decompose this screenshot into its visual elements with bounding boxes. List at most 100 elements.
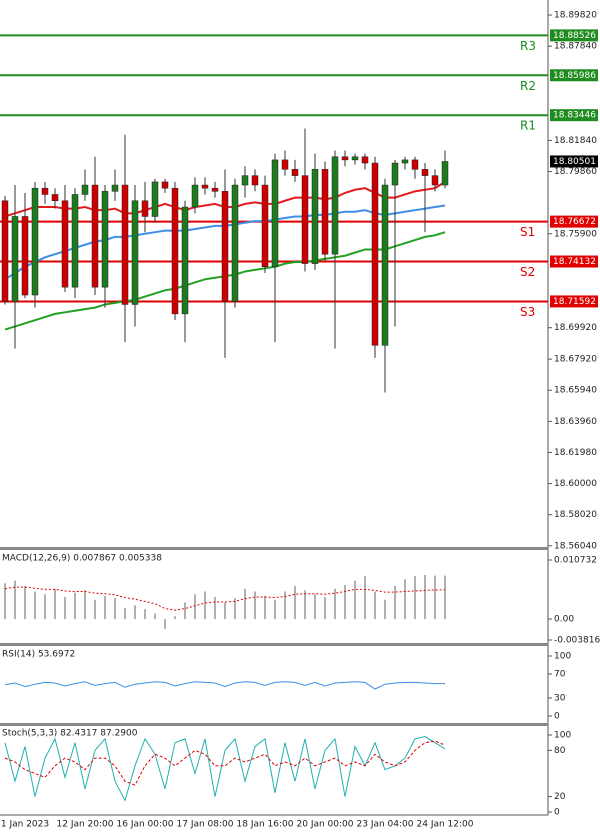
separator xyxy=(0,547,548,550)
x-tick-label: 23 Jan 04:00 xyxy=(357,820,414,830)
y-tick-label: 18.87840 xyxy=(554,42,597,52)
candle-body xyxy=(51,194,59,202)
y-tick-label: 80 xyxy=(554,746,566,756)
y-tick-label: 100 xyxy=(554,652,571,662)
price-label: 18.71592 xyxy=(553,297,596,307)
price-label: 18.76672 xyxy=(553,217,596,227)
price-box xyxy=(550,215,598,228)
candle-body xyxy=(221,191,229,302)
candle-body xyxy=(181,206,189,315)
separator xyxy=(0,723,548,726)
candle-body xyxy=(301,175,309,264)
y-tick-label: 18.79860 xyxy=(554,167,597,177)
x-tick-label: 16 Jan 00:00 xyxy=(117,820,174,830)
candle-body xyxy=(91,184,99,288)
candle-body xyxy=(241,175,249,186)
price-box xyxy=(550,295,598,308)
y-tick-label: 20 xyxy=(554,792,566,802)
candle-body xyxy=(21,216,29,296)
candle-body xyxy=(71,194,79,288)
candle-body xyxy=(381,184,389,346)
price-label: 18.83446 xyxy=(553,111,596,121)
candle-body xyxy=(371,162,379,346)
y-tick-label: 18.89820 xyxy=(554,11,597,21)
y-tick-label: 18.61980 xyxy=(554,448,597,458)
candle-body xyxy=(351,156,359,161)
y-tick-label: 100 xyxy=(554,731,571,741)
candle-body xyxy=(141,200,149,217)
candle-body xyxy=(131,200,139,305)
candle-body xyxy=(121,184,129,305)
candle-body xyxy=(201,184,209,189)
level-name: S3 xyxy=(520,305,535,319)
panel-title: Stoch(5,3,3) 82.4317 87.2900 xyxy=(2,729,138,739)
x-tick-label: 24 Jan 12:00 xyxy=(417,820,474,830)
y-tick-label: 0 xyxy=(554,808,560,818)
y-tick-label: 30 xyxy=(554,694,566,704)
candle-body xyxy=(61,200,69,288)
candle-body xyxy=(321,169,329,255)
candle-body xyxy=(1,200,9,302)
y-tick-label: -0.003816 xyxy=(554,636,600,646)
level-name: R3 xyxy=(520,39,536,53)
indicator-line xyxy=(4,681,445,690)
x-tick-label: 17 Jan 08:00 xyxy=(177,820,234,830)
x-tick-label: 20 Jan 00:00 xyxy=(297,820,354,830)
x-tick-label: 1 Jan 2023 xyxy=(1,820,49,830)
indicator-line xyxy=(4,736,446,802)
price-box xyxy=(550,255,598,268)
candle-body xyxy=(331,156,339,255)
candle-body xyxy=(171,187,179,315)
candle-body xyxy=(291,169,299,176)
y-tick-label: 18.69920 xyxy=(554,323,597,333)
candle-body xyxy=(431,175,439,186)
price-box xyxy=(550,69,598,82)
panel-title: RSI(14) 53.6972 xyxy=(2,650,75,660)
candle-body xyxy=(261,184,269,268)
candle-body xyxy=(441,161,449,186)
price-label: 18.88526 xyxy=(553,31,596,41)
y-tick-label: 18.65940 xyxy=(554,386,597,396)
candle-body xyxy=(271,159,279,268)
y-tick-label: 18.60000 xyxy=(554,479,597,489)
price-box xyxy=(550,155,598,168)
price-label: 18.74132 xyxy=(553,257,596,267)
candle-body xyxy=(311,169,319,264)
y-tick-label: 0.010732 xyxy=(554,556,597,566)
candle-body xyxy=(341,156,349,161)
price-box xyxy=(550,29,598,42)
candle-body xyxy=(81,184,89,195)
y-tick-label: 0 xyxy=(554,712,560,722)
candle-body xyxy=(281,159,289,170)
candle-body xyxy=(111,184,119,192)
candle-body xyxy=(411,159,419,170)
y-tick-label: 18.75900 xyxy=(554,229,597,239)
candle-body xyxy=(11,216,19,302)
price-label: 18.85986 xyxy=(553,71,596,81)
candle-body xyxy=(391,162,399,186)
price-box xyxy=(550,109,598,122)
x-tick-label: 18 Jan 16:00 xyxy=(237,820,294,830)
candle-body xyxy=(31,187,39,296)
candle-body xyxy=(151,181,159,217)
x-tick-label: 12 Jan 20:00 xyxy=(57,820,114,830)
candle-body xyxy=(421,169,429,176)
y-tick-label: 18.63960 xyxy=(554,417,597,427)
candle-body xyxy=(161,181,169,189)
panel-title: MACD(12,26,9) 0.007867 0.005338 xyxy=(2,554,162,564)
y-tick-label: 18.67920 xyxy=(554,355,597,365)
y-tick-label: 18.58020 xyxy=(554,510,597,520)
indicator-line xyxy=(4,740,446,786)
level-name: S1 xyxy=(520,225,535,239)
signal-line xyxy=(4,586,445,611)
level-name: R1 xyxy=(520,119,536,133)
level-name: S2 xyxy=(520,265,535,279)
y-tick-label: 18.81840 xyxy=(554,136,597,146)
candle-body xyxy=(41,187,49,195)
candle-body xyxy=(251,175,259,186)
candle-body xyxy=(231,184,239,302)
separator xyxy=(0,643,548,646)
candle-body xyxy=(211,187,219,192)
y-tick-label: 70 xyxy=(554,670,566,680)
